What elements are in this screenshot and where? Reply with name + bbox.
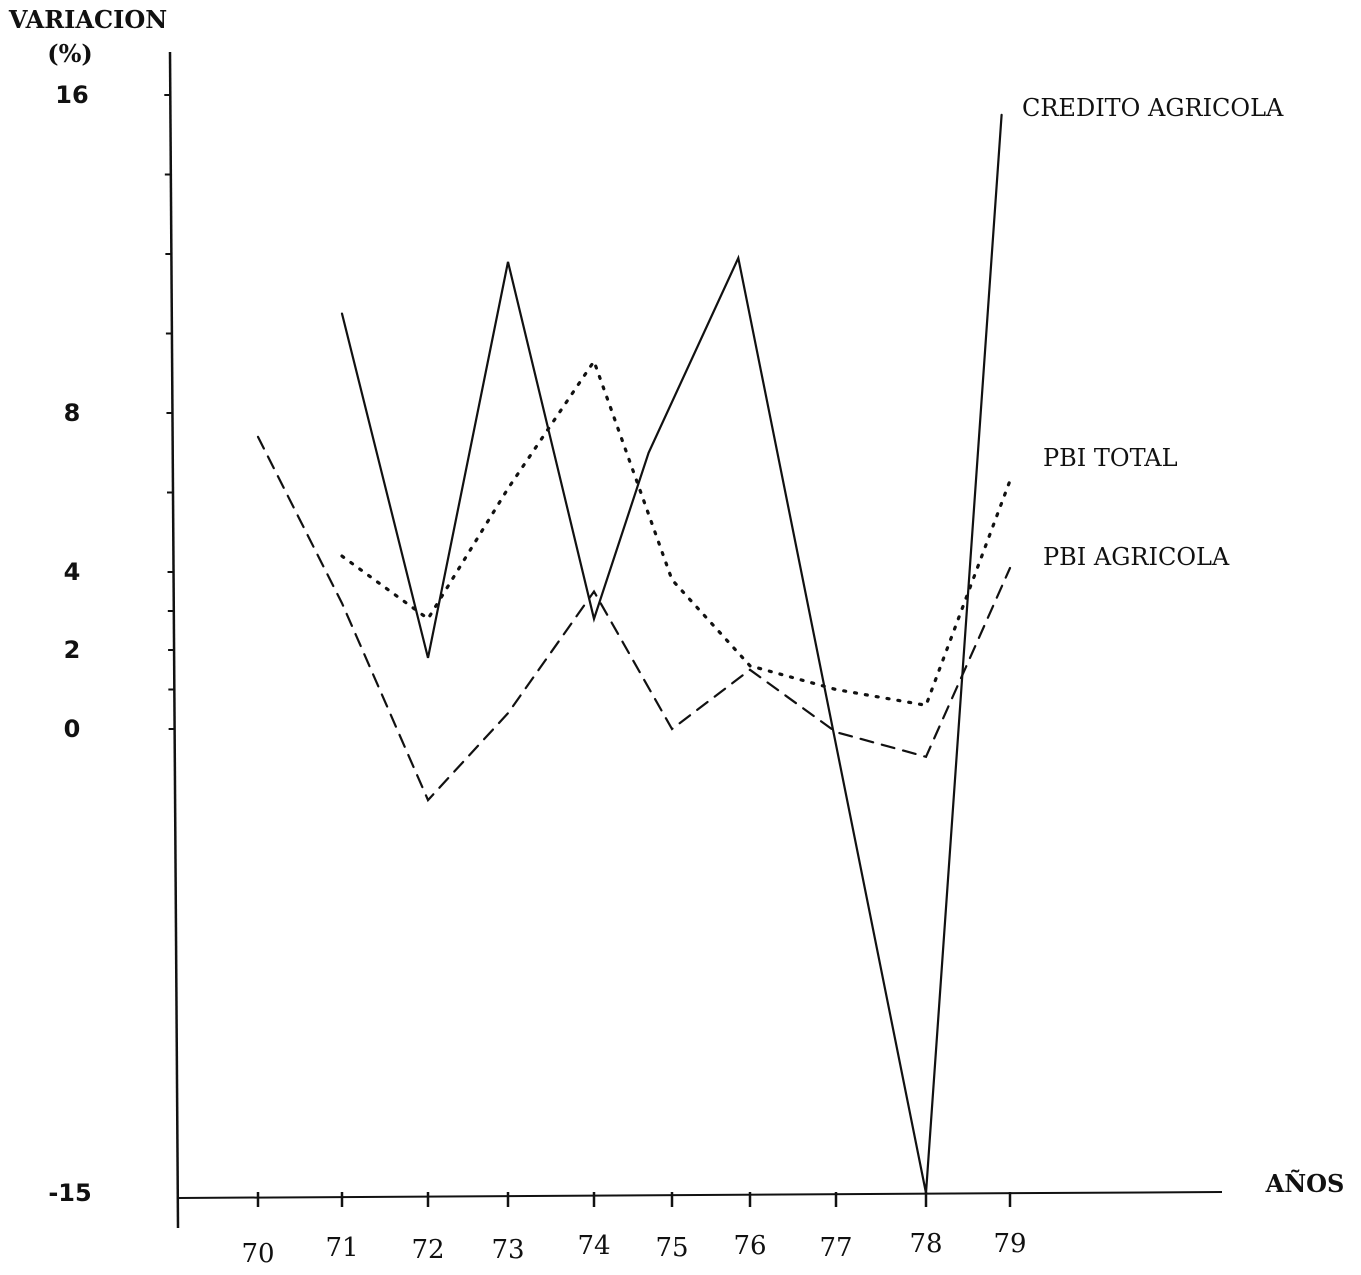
y-axis-unit: (%) [47, 39, 93, 68]
y-axis-line [168, 51, 180, 1229]
y-tick-label: 0 [64, 715, 81, 743]
series-lines [256, 113, 1012, 1194]
y-tick-label: -15 [48, 1179, 91, 1207]
series-label-pbi-total: PBI TOTAL [1043, 444, 1178, 472]
series-label-credito-agricola: CREDITO AGRICOLA [1022, 94, 1284, 122]
y-tick-label: 8 [64, 399, 81, 427]
x-axis-line [177, 1191, 1223, 1199]
y-tick-label: 16 [55, 81, 88, 109]
x-tick-label: 73 [491, 1235, 524, 1265]
y-axis-tick-labels: 16 8 4 2 0 -15 [48, 81, 91, 1207]
x-tick-label: 72 [411, 1235, 444, 1265]
series-line-pbi-total [340, 357, 1012, 708]
x-tick-label: 71 [325, 1233, 358, 1263]
series-line-pbi-agricola [256, 435, 1012, 803]
x-tick-label: 75 [655, 1233, 688, 1263]
series-line-credito-agricola [340, 113, 1003, 1194]
x-tick-label: 77 [819, 1233, 852, 1263]
x-tick-label: 76 [733, 1231, 766, 1261]
y-axis-title: VARIACION [8, 5, 167, 34]
x-axis-title: AÑOS [1265, 1169, 1345, 1198]
y-tick-label: 4 [64, 558, 81, 586]
x-tick-label: 79 [993, 1229, 1026, 1259]
x-tick-label: 70 [241, 1239, 274, 1269]
x-tick-label: 74 [577, 1231, 610, 1261]
y-axis-minor-ticks [164, 94, 175, 730]
series-label-pbi-agricola: PBI AGRICOLA [1043, 543, 1230, 571]
x-axis-tick-labels: 70 71 72 73 74 75 76 77 78 79 [241, 1229, 1026, 1269]
x-axis-ticks [256, 1192, 1012, 1207]
y-tick-label: 2 [64, 636, 81, 664]
x-tick-label: 78 [909, 1229, 942, 1259]
